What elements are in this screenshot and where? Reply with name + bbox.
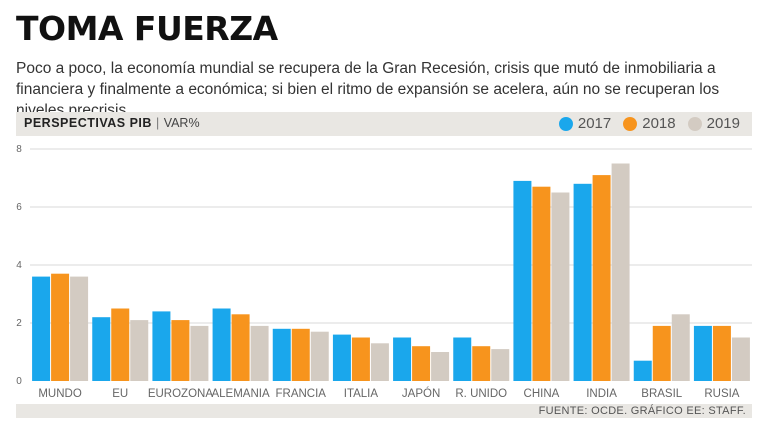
chart-title: TOMA FUERZA	[16, 9, 278, 48]
y-tick-label: 8	[16, 144, 22, 155]
bar-2018	[351, 337, 370, 381]
bar-2019	[671, 314, 690, 381]
legend-label-2017: 2017	[577, 115, 612, 132]
x-tick-label: CHINA	[524, 388, 560, 400]
bar-2019	[551, 192, 570, 381]
x-tick-label: R. UNIDO	[455, 388, 507, 400]
bar-2017	[573, 183, 592, 381]
x-tick-label: EUROZONA	[148, 388, 214, 400]
chart-legend: 2017 2018 2019	[558, 115, 740, 132]
bar-2019	[491, 349, 510, 381]
y-tick-label: 2	[16, 318, 22, 329]
legend-swatch-2019	[687, 116, 702, 131]
bar-2017	[152, 311, 171, 381]
chart-subtitle: Poco a poco, la economía mundial se recu…	[16, 60, 720, 119]
x-tick-label: RUSIA	[704, 388, 739, 400]
bar-2017	[92, 317, 111, 381]
bar-2018	[412, 346, 431, 381]
bar-2018	[532, 186, 551, 381]
x-tick-label: ALEMANIA	[211, 388, 269, 400]
bar-2017	[693, 325, 712, 381]
bar-2019	[130, 320, 149, 381]
x-tick-label: ITALIA	[344, 388, 379, 400]
legend-label-2018: 2018	[642, 115, 676, 132]
bar-2018	[592, 175, 611, 381]
bar-2017	[513, 180, 532, 381]
bar-2017	[332, 334, 351, 381]
bar-2019	[310, 331, 329, 381]
bar-2018	[472, 346, 491, 381]
x-tick-label: BRASIL	[641, 388, 683, 400]
bar-2019	[190, 325, 209, 381]
bar-2017	[393, 337, 412, 381]
bar-2019	[431, 352, 450, 381]
bar-2018	[712, 325, 731, 381]
bar-2018	[291, 328, 310, 381]
y-tick-label: 6	[16, 202, 22, 213]
band-unit: VAR%	[163, 116, 200, 130]
bar-2017	[633, 360, 652, 381]
band-label: PERSPECTIVAS PIB | VAR%	[24, 116, 200, 130]
x-tick-label: INDIA	[586, 388, 617, 400]
x-tick-label: FRANCIA	[276, 388, 327, 400]
bar-2019	[611, 163, 630, 381]
band-title: PERSPECTIVAS PIB	[24, 116, 152, 130]
x-tick-label: MUNDO	[38, 388, 81, 400]
bar-2017	[453, 337, 472, 381]
legend-swatch-2018	[623, 116, 638, 131]
band-separator: |	[155, 116, 160, 130]
bar-2019	[370, 343, 389, 381]
bar-2019	[70, 276, 89, 381]
bar-2019	[731, 337, 750, 381]
source-band: FUENTE: OCDE. GRÁFICO EE: STAFF.	[16, 404, 752, 418]
bar-2017	[212, 308, 231, 381]
bar-2018	[171, 320, 190, 381]
legend-item-2019: 2019	[687, 115, 740, 132]
legend-label-2019: 2019	[706, 115, 740, 132]
source-note: FUENTE: OCDE. GRÁFICO EE: STAFF.	[538, 405, 746, 417]
legend-swatch-2017	[558, 116, 573, 131]
bar-2018	[231, 314, 250, 381]
bar-2019	[250, 325, 269, 381]
chart-header-band: PERSPECTIVAS PIB | VAR% 2017 2018 2019	[16, 112, 752, 136]
y-tick-label: 4	[16, 260, 22, 271]
x-tick-label: JAPÓN	[402, 387, 440, 400]
bar-2017	[32, 276, 51, 381]
y-tick-label: 0	[16, 376, 22, 387]
x-tick-label: EU	[112, 388, 128, 400]
bar-2018	[652, 325, 671, 381]
bar-2018	[111, 308, 130, 381]
bar-2018	[51, 273, 70, 381]
legend-item-2018: 2018	[623, 115, 676, 132]
legend-item-2017: 2017	[558, 115, 612, 132]
bar-2017	[272, 328, 291, 381]
